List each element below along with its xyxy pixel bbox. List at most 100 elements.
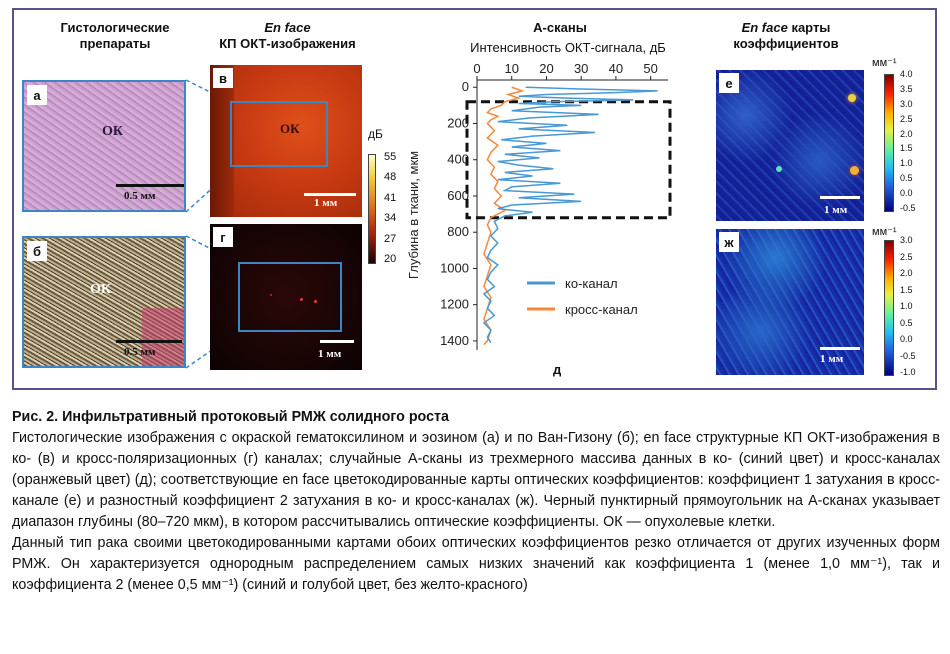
panel-a-letter: а: [27, 85, 47, 105]
colorbar-tick-label: 1.5: [900, 284, 913, 295]
colorbar-tick-label: 3.0: [900, 98, 913, 109]
panel-a-histology-he: а ОК 0.5 мм: [22, 80, 186, 212]
x-tick-label: 40: [609, 61, 623, 76]
legend-label: кросс-канал: [565, 302, 638, 317]
colorbar-tick-label: 1.0: [900, 301, 913, 311]
panel-b-ok-label: ОК: [90, 282, 112, 297]
coef2-colorbar-unit: мм⁻¹: [872, 226, 897, 238]
colorbar-tick-label: 1.0: [900, 158, 913, 169]
colorbar-tick-label: 4.0: [900, 69, 913, 79]
x-tick-label: 50: [643, 61, 657, 76]
panel-zh-scale-text: 1 мм: [820, 353, 844, 365]
panel-zh-coef2-map: ж 1 мм: [716, 229, 864, 375]
colorbar-tick-label: 3.5: [900, 83, 913, 94]
panel-e-coef1-map: е 1 мм: [716, 70, 864, 221]
enface-header: En face КП ОКТ-изображения: [200, 20, 375, 52]
colorbar-tick-label: 2.0: [900, 128, 913, 139]
colorbar-tick-label: -1.0: [900, 367, 916, 377]
y-tick-label: 600: [447, 188, 469, 203]
x-tick-label: 20: [539, 61, 553, 76]
panel-v-letter: в: [213, 68, 233, 88]
panel-a-scalebar: [116, 184, 184, 187]
panel-v-co-channel: в ОК 1 мм: [210, 65, 362, 217]
colorbar-tick-label: 0.5: [900, 173, 913, 184]
series-line: [483, 86, 525, 346]
caption-title: Рис. 2. Инфильтративный протоковый РМЖ с…: [12, 409, 450, 425]
panel-a-scale-text: 0.5 мм: [124, 190, 156, 202]
db-colorbar: [368, 154, 376, 264]
caption-paragraph-2: Данный тип рака своими цветокодированным…: [12, 535, 940, 593]
panel-zh-letter: ж: [719, 232, 739, 252]
x-tick-label: 30: [574, 61, 588, 76]
panel-e-scalebar: [820, 196, 860, 199]
colorbar-tick-label: 20: [384, 253, 397, 265]
legend-label: ко-канал: [565, 276, 618, 291]
colorbar-tick-label: 2.5: [900, 113, 913, 124]
coef-header-em: En face: [741, 20, 788, 35]
panel-e-hotspot: [776, 166, 782, 172]
panel-g-roi: [238, 262, 342, 332]
panel-e-letter: е: [719, 73, 739, 93]
colorbar-tick-label: 3.0: [900, 235, 913, 245]
x-tick-label: 0: [473, 61, 480, 76]
colorbar-tick-label: 0.0: [900, 188, 913, 199]
panel-b-histology-vangieson: б ОК 0.5 мм: [22, 236, 186, 368]
colorbar-tick-label: 2.0: [900, 268, 913, 278]
panel-e-hotspot: [850, 166, 859, 175]
panel-g-red-dot: [300, 298, 303, 301]
colorbar-tick-label: 0.5: [900, 317, 913, 328]
panel-g-red-dot: [270, 294, 272, 296]
colorbar-tick-label: -0.5: [900, 350, 916, 361]
colorbar-tick-label: 2.5: [900, 251, 913, 262]
colorbar-tick-label: 55: [384, 151, 397, 163]
y-tick-label: 1200: [440, 297, 469, 312]
ascans-axis-title: Интенсивность ОКТ-сигнала, дБ: [470, 40, 666, 55]
coef-header: En face карты коэффициентов: [712, 20, 860, 52]
colorbar-tick-label: -0.5: [900, 203, 916, 213]
series-line: [482, 86, 658, 344]
colorbar-tick-label: 41: [384, 191, 397, 204]
coef1-colorbar-unit: мм⁻¹: [872, 57, 897, 69]
panel-zh-scalebar: [820, 347, 860, 350]
figure-caption: Рис. 2. Инфильтративный протоковый РМЖ с…: [12, 407, 940, 596]
coef2-colorbar: [884, 240, 894, 376]
colorbar-tick-label: 34: [384, 212, 397, 225]
coef-header-rest: карты коэффициентов: [733, 20, 839, 51]
panel-v-ok-label: ОК: [280, 121, 300, 136]
enface-header-em: En face: [264, 20, 311, 35]
panel-b-scalebar: [116, 340, 182, 343]
y-tick-label: 400: [447, 152, 469, 167]
panel-b-red-region: [142, 308, 184, 366]
panel-v-scale-text: 1 мм: [314, 197, 338, 209]
enface-header-rest: КП ОКТ-изображения: [219, 36, 356, 51]
colorbar-tick-label: 48: [384, 171, 397, 184]
panel-v-scalebar: [304, 193, 356, 196]
db-colorbar-unit: дБ: [368, 127, 383, 141]
connector-line: [185, 79, 231, 103]
ascan-chart: 0 10 20 30 40 50 0 200 400 600 800 1000 1200 1400 Глуб…: [406, 61, 672, 350]
ascans-header: А-сканы: [533, 20, 587, 35]
y-tick-label: 1000: [440, 260, 469, 275]
panel-g-scalebar: [320, 340, 354, 343]
colorbar-tick-label: 0.0: [900, 334, 913, 344]
panel-b-scale-text: 0.5 мм: [124, 346, 156, 358]
panel-v-roi: [230, 101, 328, 167]
panel-e-scale-text: 1 мм: [824, 204, 848, 216]
colorbar-tick-label: 1.5: [900, 143, 913, 154]
panel-g-scale-text: 1 мм: [318, 348, 342, 360]
y-tick-label: 0: [462, 79, 469, 94]
histology-header: Гистологические препараты: [60, 20, 170, 51]
x-tick-label: 10: [504, 61, 518, 76]
caption-paragraph-1: Гистологические изображения с окраской г…: [12, 430, 940, 530]
colorbar-tick-label: 27: [384, 232, 397, 245]
panel-g-red-dot: [314, 300, 317, 303]
y-tick-label: 200: [447, 115, 469, 130]
y-tick-label: 1400: [440, 333, 469, 348]
panel-b-letter: б: [27, 241, 47, 261]
panel-g-cross-channel: г 1 мм: [210, 224, 362, 370]
panel-e-hotspot: [848, 94, 856, 102]
chart-panel-letter: д: [553, 362, 562, 377]
y-tick-label: 800: [447, 224, 469, 239]
panel-a-ok-label: ОК: [102, 124, 124, 139]
coef1-colorbar: [884, 74, 894, 212]
